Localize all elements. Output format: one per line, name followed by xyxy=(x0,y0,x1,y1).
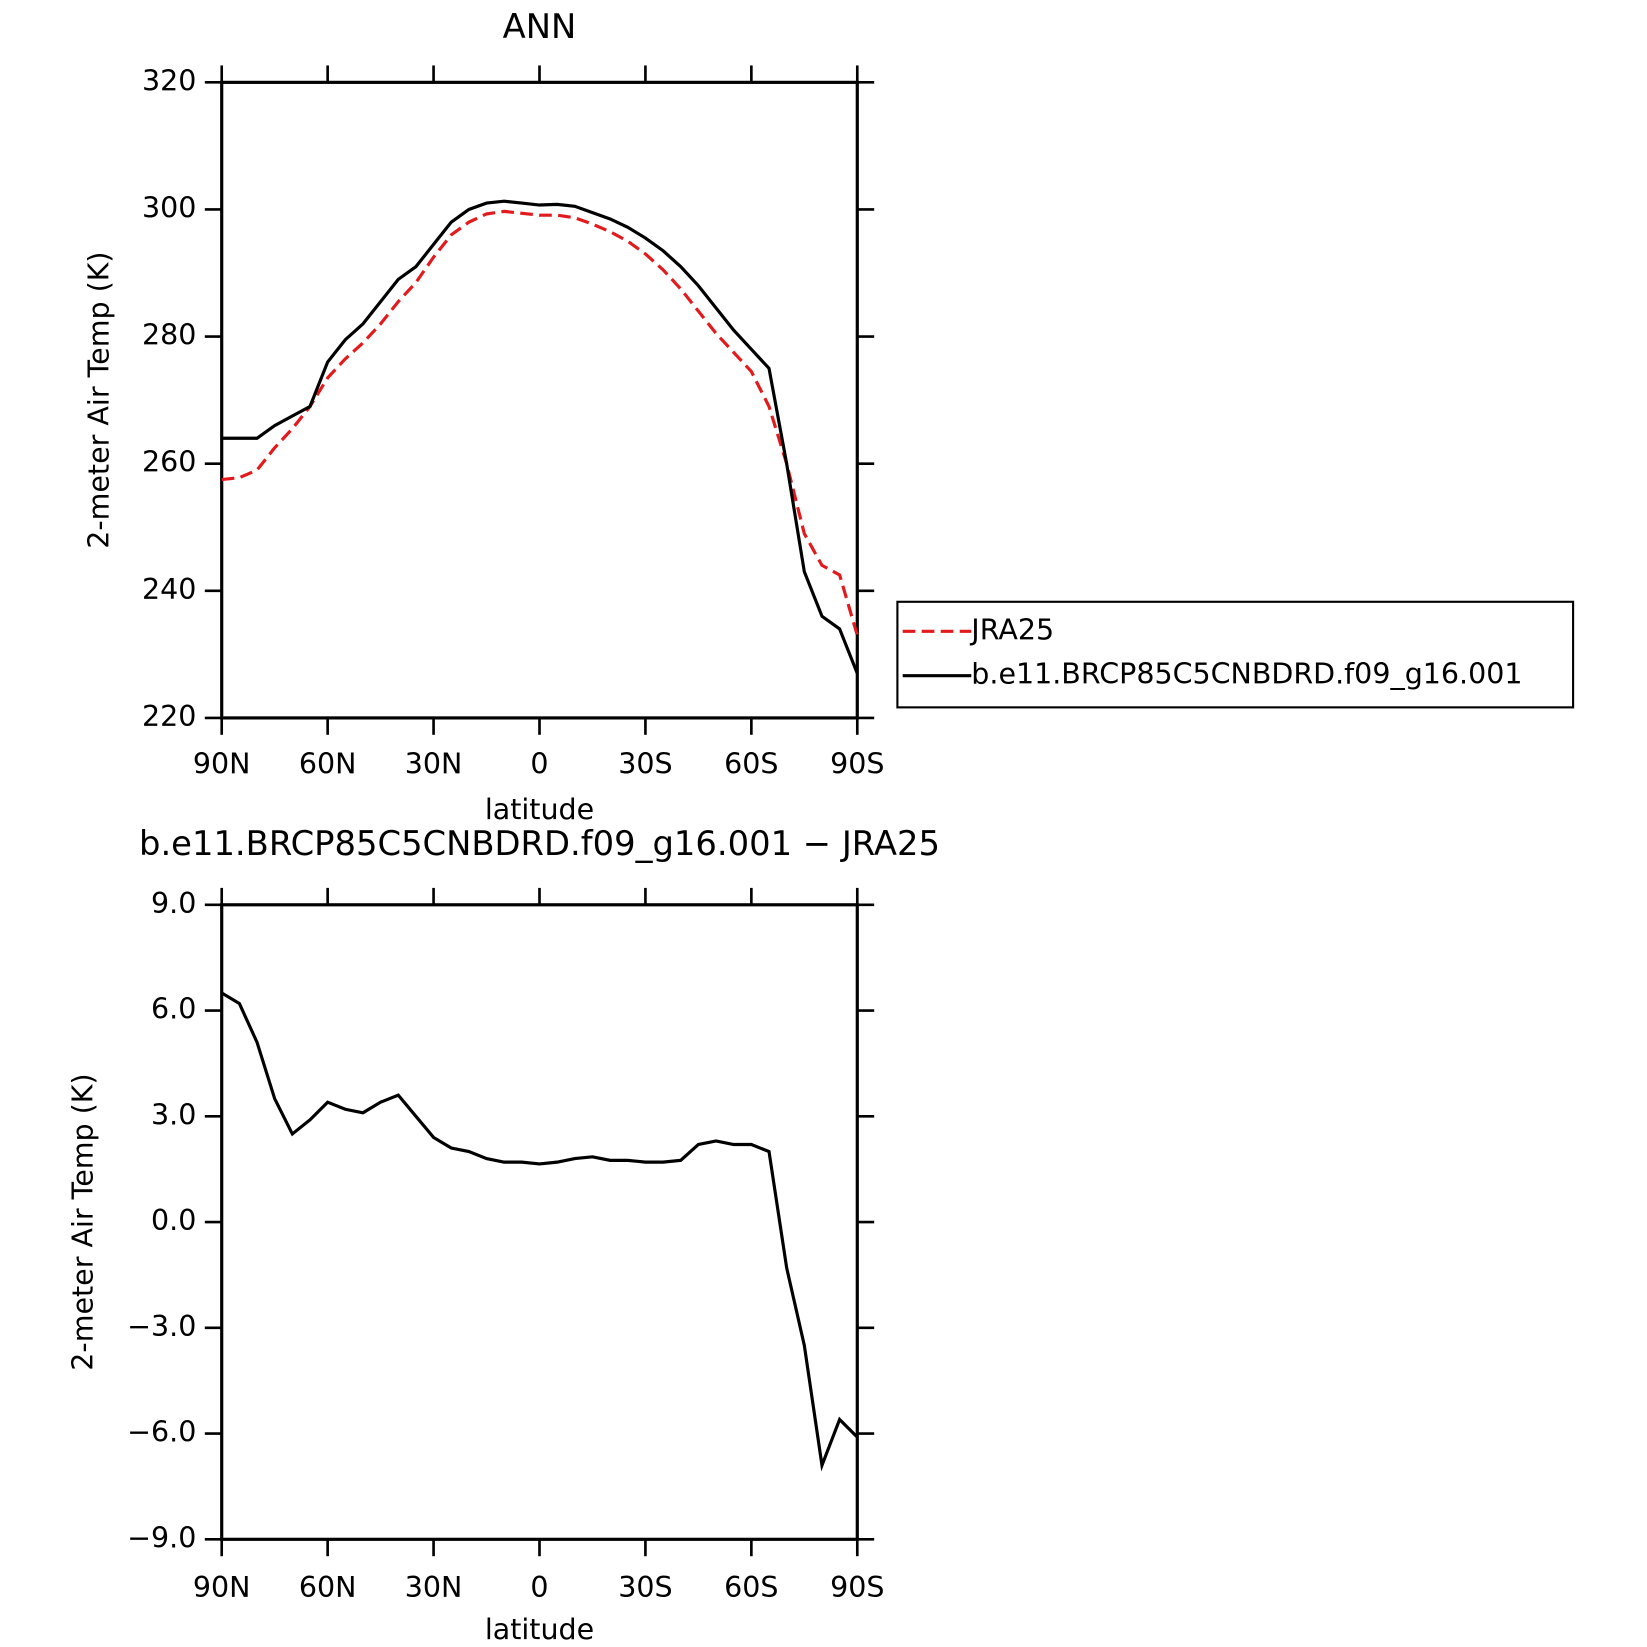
x-axis-label: latitude xyxy=(485,1613,594,1646)
plot-frame xyxy=(220,903,859,1541)
y-tick-label: 260 xyxy=(142,446,196,479)
x-tick-label: 60N xyxy=(299,1571,357,1604)
data-line xyxy=(221,209,859,636)
y-tick-label: 3.0 xyxy=(151,1098,196,1131)
x-tick-label: 30N xyxy=(405,747,463,780)
legend-box xyxy=(896,600,1575,709)
x-tick-label: 90S xyxy=(830,1571,884,1604)
x-tick-label: 90N xyxy=(193,1571,251,1604)
y-tick-label: 240 xyxy=(142,573,196,606)
y-tick-label: 6.0 xyxy=(151,993,196,1026)
y-tick-label: 9.0 xyxy=(151,887,196,920)
y-axis-label: 2-meter Air Temp (K) xyxy=(66,1073,99,1370)
y-tick-label: 300 xyxy=(142,191,196,224)
y-tick-label: −6.0 xyxy=(127,1416,196,1449)
x-tick-label: 30S xyxy=(618,747,672,780)
x-tick-label: 60N xyxy=(299,747,357,780)
x-axis-label: latitude xyxy=(485,793,594,826)
x-tick-label: 90N xyxy=(193,747,251,780)
y-tick-label: 320 xyxy=(142,64,196,97)
x-tick-label: 90S xyxy=(830,747,884,780)
y-tick-label: 220 xyxy=(142,700,196,733)
x-tick-label: 60S xyxy=(724,747,778,780)
y-tick-label: −3.0 xyxy=(127,1310,196,1343)
x-tick-label: 0 xyxy=(530,747,548,780)
x-tick-label: 30N xyxy=(405,1571,463,1604)
x-tick-label: 60S xyxy=(724,1571,778,1604)
x-tick-label: 30S xyxy=(618,1571,672,1604)
data-line xyxy=(220,991,859,1472)
legend-label: JRA25 xyxy=(969,613,1054,646)
chart-title: b.e11.BRCP85C5CNBDRD.f09_g16.001 − JRA25 xyxy=(139,824,940,863)
x-tick-label: 0 xyxy=(530,1571,548,1604)
data-line xyxy=(221,199,859,675)
y-axis-label: 2-meter Air Temp (K) xyxy=(82,251,115,548)
y-tick-label: 280 xyxy=(142,319,196,352)
chart-title: ANN xyxy=(503,7,577,46)
plot-frame xyxy=(220,80,859,720)
y-tick-label: 0.0 xyxy=(151,1204,196,1237)
y-tick-label: −9.0 xyxy=(127,1521,196,1554)
legend-label: b.e11.BRCP85C5CNBDRD.f09_g16.001 xyxy=(971,658,1522,691)
